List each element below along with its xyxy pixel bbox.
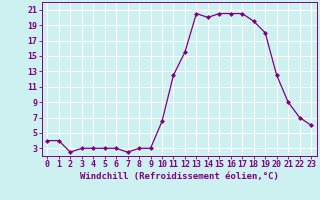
X-axis label: Windchill (Refroidissement éolien,°C): Windchill (Refroidissement éolien,°C) — [80, 172, 279, 181]
